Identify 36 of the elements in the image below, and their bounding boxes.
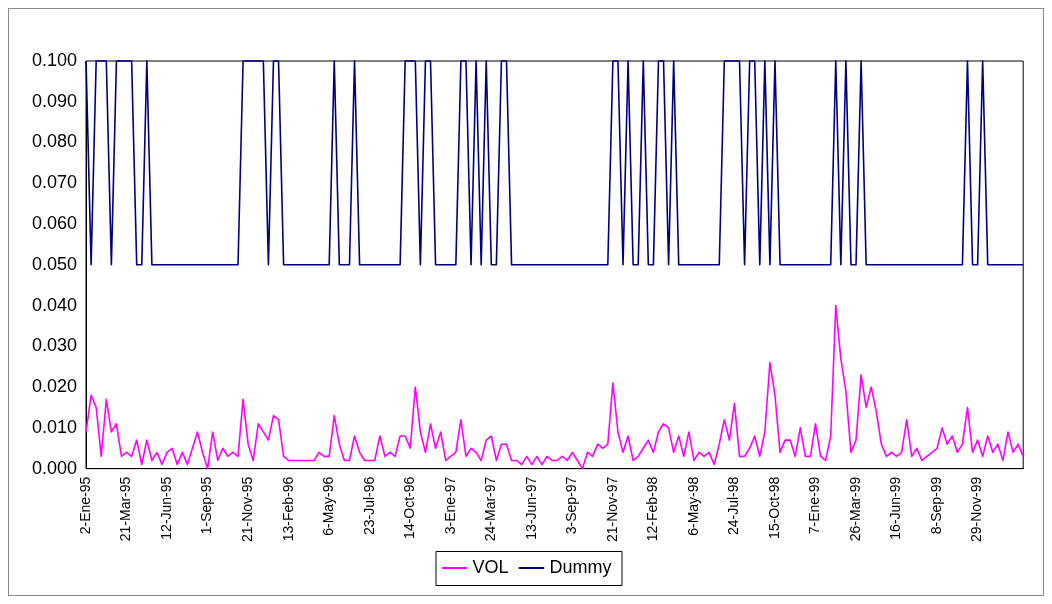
x-tick-label: 1-Sep-95 [198, 476, 215, 535]
y-tick-label: 0.080 [32, 131, 78, 152]
legend-label: VOL [472, 556, 509, 577]
y-tick-label: 0.000 [32, 457, 78, 478]
x-tick-label: 2-Ene-95 [76, 476, 93, 535]
x-tick-label: 21-Mar-95 [117, 476, 134, 542]
x-tick-label: 23-Jul-96 [360, 476, 377, 536]
y-tick-label: 0.030 [32, 335, 78, 356]
x-tick-label: 21-Nov-95 [239, 476, 256, 543]
x-tick-label: 8-Sep-99 [927, 476, 944, 535]
y-tick-label: 0.070 [32, 172, 78, 193]
y-tick-label: 0.010 [32, 416, 78, 437]
x-tick-label: 16-Jun-99 [887, 476, 904, 540]
x-tick-label: 12-Feb-98 [644, 476, 661, 542]
x-tick-label: 12-Jun-95 [157, 476, 174, 540]
y-tick-label: 0.100 [32, 49, 78, 70]
legend-label: Dummy [549, 556, 612, 577]
x-tick-label: 13-Jun-97 [522, 476, 539, 540]
x-tick-label: 26-Mar-99 [846, 476, 863, 542]
x-tick-label: 21-Nov-97 [603, 476, 620, 543]
x-tick-label: 15-Oct-98 [765, 476, 782, 539]
y-tick-label: 0.020 [32, 376, 78, 397]
x-tick-label: 24-Jul-98 [725, 476, 742, 536]
y-tick-label: 0.050 [32, 253, 78, 274]
y-tick-label: 0.040 [32, 294, 78, 315]
x-tick-label: 13-Feb-96 [279, 476, 296, 542]
x-tick-label: 3-Ene-97 [441, 476, 458, 535]
y-tick-label: 0.060 [32, 213, 78, 234]
x-tick-label: 7-Ene-99 [806, 476, 823, 535]
x-tick-label: 24-Mar-97 [482, 476, 499, 542]
x-tick-label: 14-Oct-96 [401, 476, 418, 539]
x-tick-label: 29-Nov-99 [968, 476, 985, 543]
x-tick-label: 6-May-96 [320, 476, 337, 536]
x-tick-label: 3-Sep-97 [563, 476, 580, 535]
y-tick-label: 0.090 [32, 90, 78, 111]
x-tick-label: 6-May-98 [684, 476, 701, 536]
